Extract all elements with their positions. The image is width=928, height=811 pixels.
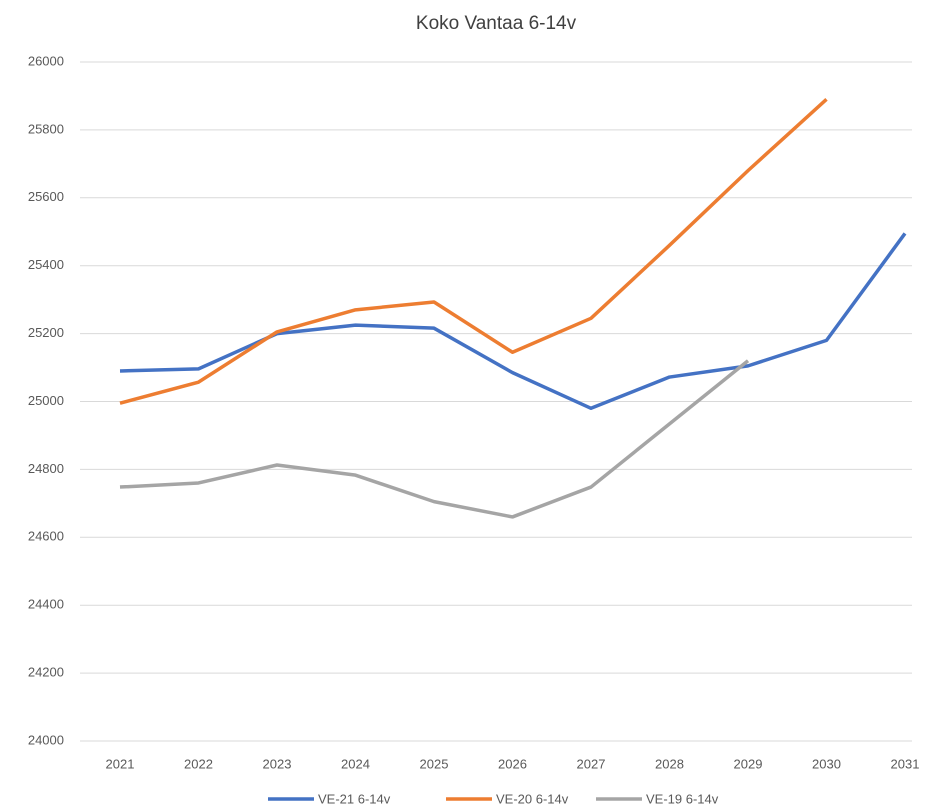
x-tick-label: 2021 [106,756,135,771]
y-tick-label: 24200 [28,665,64,680]
y-tick-label: 25000 [28,393,64,408]
y-tick-label: 24600 [28,529,64,544]
y-tick-label: 26000 [28,53,64,68]
legend-label: VE-19 6-14v [646,791,719,806]
line-series [119,359,750,519]
y-tick-label: 25800 [28,121,64,136]
y-tick-label: 25200 [28,325,64,340]
x-tick-label: 2025 [420,756,449,771]
line-series [119,232,907,411]
x-tick-label: 2023 [263,756,292,771]
legend-label: VE-21 6-14v [318,791,391,806]
y-tick-label: 25600 [28,189,64,204]
y-tick-label: 24400 [28,597,64,612]
line-series [119,98,828,405]
x-tick-label: 2028 [655,756,684,771]
x-tick-label: 2022 [184,756,213,771]
x-tick-label: 2031 [891,756,920,771]
y-tick-label: 24800 [28,461,64,476]
x-tick-label: 2024 [341,756,370,771]
y-tick-label: 24000 [28,732,64,747]
x-tick-label: 2026 [498,756,527,771]
legend-label: VE-20 6-14v [496,791,569,806]
y-tick-label: 25400 [28,257,64,272]
chart-title: Koko Vantaa 6-14v [416,13,577,34]
x-tick-label: 2027 [577,756,606,771]
x-tick-label: 2029 [734,756,763,771]
x-tick-label: 2030 [812,756,841,771]
